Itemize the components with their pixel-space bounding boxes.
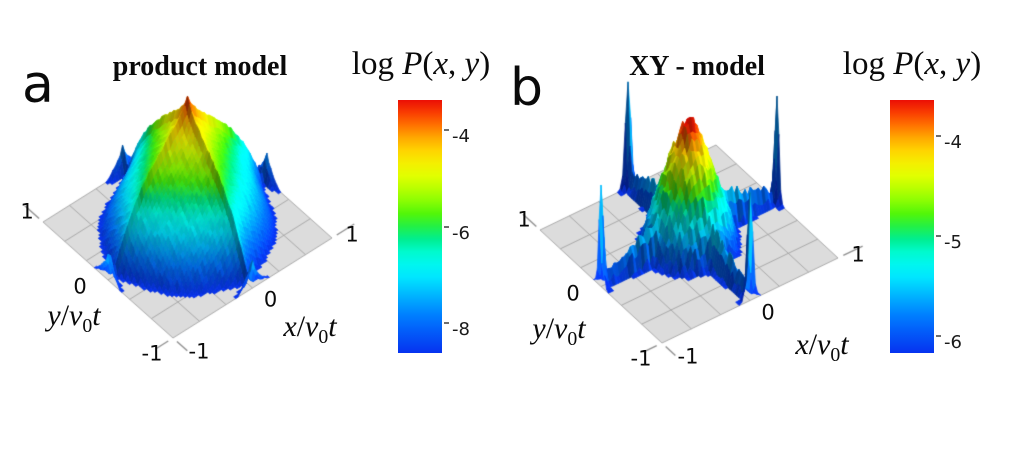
panel-title-a: product model [112, 51, 288, 82]
y-tick-label-a: 1 [20, 199, 34, 224]
x-tick-label-b: -1 [677, 344, 699, 369]
colorbar-b [890, 100, 934, 353]
y-tick-label-a: -1 [141, 341, 163, 366]
x-tick-label-b: 1 [851, 242, 865, 267]
colorbar-title-b: log P(x, y) [842, 46, 982, 82]
colorbar-tick-label-b: -6 [944, 332, 962, 353]
colorbar-title-a: log P(x, y) [351, 46, 491, 82]
panel-letter-a: a [22, 55, 54, 115]
colorbar-tick-mark-a [444, 321, 449, 324]
x-axis-label-b: x/v0t [795, 328, 849, 366]
y-axis-label-b: y/v0t [532, 312, 586, 350]
colorbar-tick-mark-b [936, 335, 941, 337]
x-tick-label-a: 1 [345, 222, 359, 247]
panel-letter-b: b [510, 58, 544, 118]
colorbar-tick-mark-b [936, 235, 941, 237]
colorbar-tick-label-a: -6 [452, 222, 470, 244]
x-tick-label-b: 0 [761, 300, 775, 324]
x-tick-label-a: 0 [263, 287, 278, 312]
colorbar-tick-label-b: -5 [944, 232, 962, 253]
colorbar-tick-mark-a [444, 129, 449, 132]
colorbar-tick-label-b: -4 [944, 132, 962, 153]
x-tick-label-a: -1 [188, 339, 210, 364]
panel-title-b: XY - model [629, 51, 765, 82]
y-tick-label-a: 0 [73, 274, 87, 299]
y-tick-label-b: 1 [517, 207, 531, 232]
colorbar-tick-label-a: -8 [452, 318, 470, 340]
y-tick-label-b: -1 [630, 346, 652, 371]
x-axis-label-a: x/v0t [283, 310, 337, 348]
colorbar-tick-mark-b [936, 135, 941, 137]
colorbar-tick-mark-a [444, 225, 449, 228]
y-tick-label-b: 0 [566, 281, 580, 305]
colorbar-tick-label-a: -4 [452, 126, 470, 148]
y-axis-label-a: y/v0t [47, 299, 101, 337]
colorbar-a [398, 100, 442, 353]
